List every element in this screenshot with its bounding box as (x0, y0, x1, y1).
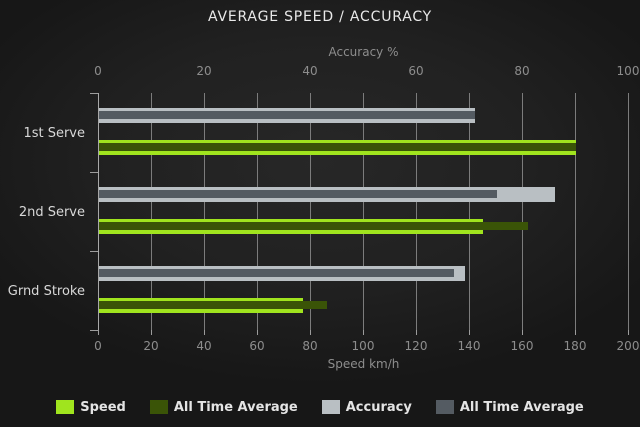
bottom-axis-tick (416, 330, 417, 335)
top-tick-label: 80 (514, 64, 530, 78)
row-boundary-tick (90, 330, 98, 331)
bottom-tick-label: 100 (351, 339, 375, 353)
bottom-axis-tick (98, 330, 99, 335)
gridline (151, 93, 152, 330)
row-boundary-tick (90, 172, 98, 173)
category-label: 2nd Serve (18, 205, 85, 220)
category-label: Grnd Stroke (7, 284, 85, 299)
bottom-tick-label: 20 (143, 339, 159, 353)
bottom-tick-label: 200 (616, 339, 640, 353)
bottom-tick-label: 140 (457, 339, 481, 353)
gridline (469, 93, 470, 330)
bottom-tick-label: 40 (196, 339, 212, 353)
top-tick-label: 20 (196, 64, 212, 78)
legend-item: All Time Average (149, 399, 298, 415)
gridline (310, 93, 311, 330)
legend-item: Accuracy (321, 399, 412, 415)
bar-accuracy-alltime (99, 269, 455, 277)
row-boundary-tick (90, 93, 98, 94)
bottom-tick-label: 0 (94, 339, 102, 353)
bottom-axis-tick (575, 330, 576, 335)
legend-swatch (56, 400, 75, 414)
legend-swatch (435, 400, 454, 414)
plot-area (90, 93, 629, 335)
bottom-tick-label: 80 (302, 339, 318, 353)
bar-accuracy-alltime (99, 111, 476, 119)
gridline (257, 93, 258, 330)
top-tick-label: 40 (302, 64, 318, 78)
bottom-tick-label: 180 (563, 339, 587, 353)
bottom-axis-tick (151, 330, 152, 335)
legend-swatch (321, 400, 340, 414)
category-label: 1st Serve (23, 126, 85, 141)
bottom-axis-title: Speed km/h (327, 357, 400, 371)
legend-item: All Time Average (435, 399, 584, 415)
legend-swatch (149, 400, 168, 414)
bottom-axis-tick (469, 330, 470, 335)
gridline (204, 93, 205, 330)
legend-item: Speed (56, 400, 126, 415)
bottom-axis-tick (522, 330, 523, 335)
top-tick-label: 60 (408, 64, 424, 78)
legend-label: All Time Average (459, 399, 584, 415)
bottom-tick-label: 160 (510, 339, 534, 353)
legend-label: Accuracy (345, 399, 412, 415)
bar-speed-alltime (99, 301, 327, 309)
y-axis-line (98, 93, 99, 330)
bar-speed-alltime (99, 143, 576, 151)
bottom-axis-tick (204, 330, 205, 335)
legend-label: All Time Average (173, 399, 298, 415)
gridline (522, 93, 523, 330)
bottom-axis-tick (628, 330, 629, 335)
chart-title: AVERAGE SPEED / ACCURACY (207, 9, 433, 25)
bottom-axis-tick (257, 330, 258, 335)
gridline (575, 93, 576, 330)
bar-speed-alltime (99, 222, 529, 230)
row-boundary-tick (90, 251, 98, 252)
chart-legend: Speed All Time Average Accuracy All Time Av… (0, 398, 640, 416)
bottom-axis-tick (310, 330, 311, 335)
gridline (363, 93, 364, 330)
legend-label: Speed (80, 399, 126, 415)
bottom-axis-tick (363, 330, 364, 335)
gridline (628, 93, 629, 330)
gridline (416, 93, 417, 330)
top-tick-label: 100 (616, 64, 640, 78)
bar-accuracy-alltime (99, 190, 497, 198)
bottom-tick-label: 60 (249, 339, 265, 353)
top-axis-title: Accuracy % (328, 45, 399, 59)
top-tick-label: 0 (94, 64, 102, 78)
bottom-tick-label: 120 (404, 339, 428, 353)
